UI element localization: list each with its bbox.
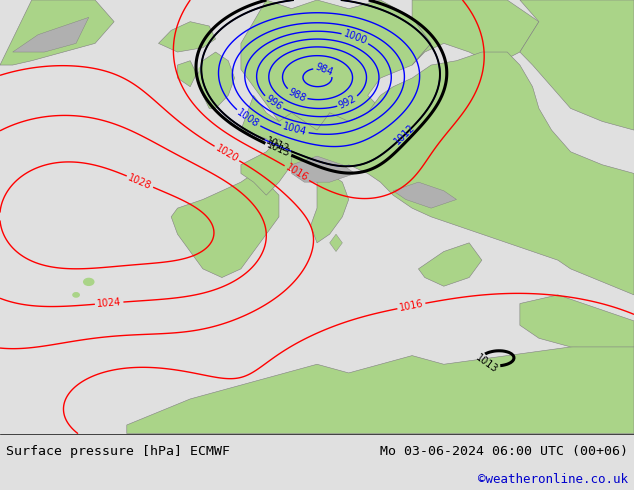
Polygon shape [393, 182, 456, 208]
Polygon shape [178, 61, 197, 87]
Text: 1008: 1008 [235, 107, 261, 129]
Text: 1012: 1012 [264, 136, 291, 155]
Polygon shape [520, 0, 634, 130]
Text: ©weatheronline.co.uk: ©weatheronline.co.uk [477, 473, 628, 487]
Polygon shape [158, 22, 216, 52]
Text: Mo 03-06-2024 06:00 UTC (00+06): Mo 03-06-2024 06:00 UTC (00+06) [380, 445, 628, 458]
Text: 1012: 1012 [392, 122, 417, 147]
Polygon shape [241, 52, 634, 295]
Polygon shape [520, 295, 634, 347]
Polygon shape [418, 243, 482, 286]
Circle shape [73, 293, 79, 297]
Polygon shape [171, 173, 279, 277]
Text: 1020: 1020 [214, 143, 240, 164]
Text: 1016: 1016 [398, 299, 424, 313]
Text: 988: 988 [287, 86, 307, 103]
Text: Surface pressure [hPa] ECMWF: Surface pressure [hPa] ECMWF [6, 445, 230, 458]
Text: 1024: 1024 [96, 297, 122, 309]
Text: 1000: 1000 [342, 29, 368, 47]
Text: 1016: 1016 [284, 163, 310, 184]
Circle shape [199, 67, 207, 72]
Polygon shape [13, 17, 89, 52]
Polygon shape [0, 0, 114, 65]
Text: 1013: 1013 [265, 140, 292, 159]
Text: 1004: 1004 [281, 122, 308, 138]
Text: 992: 992 [337, 94, 358, 111]
Polygon shape [311, 173, 349, 243]
Polygon shape [241, 139, 292, 195]
Polygon shape [412, 0, 539, 65]
Polygon shape [241, 0, 431, 139]
Polygon shape [197, 52, 235, 108]
Polygon shape [330, 234, 342, 251]
Text: 1028: 1028 [127, 172, 153, 191]
Text: 996: 996 [263, 94, 284, 112]
Polygon shape [127, 338, 634, 434]
Text: 984: 984 [314, 62, 335, 78]
Circle shape [84, 278, 94, 285]
Text: 1013: 1013 [474, 353, 499, 375]
Polygon shape [292, 156, 355, 182]
